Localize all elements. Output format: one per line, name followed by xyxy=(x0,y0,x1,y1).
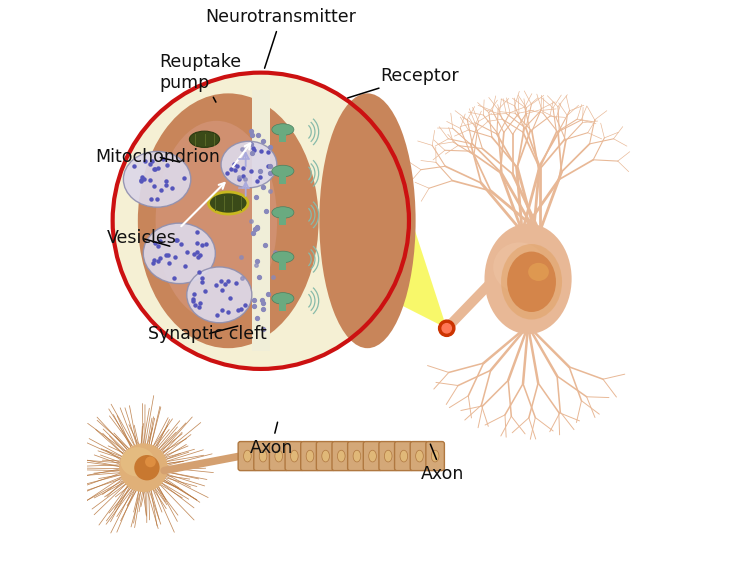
Bar xyxy=(280,213,287,225)
FancyBboxPatch shape xyxy=(269,442,288,471)
Text: Neurotransmitter: Neurotransmitter xyxy=(206,8,357,68)
Ellipse shape xyxy=(138,94,319,348)
Circle shape xyxy=(112,73,409,369)
Text: Receptor: Receptor xyxy=(348,67,458,98)
Ellipse shape xyxy=(155,121,277,321)
Ellipse shape xyxy=(187,267,252,323)
Ellipse shape xyxy=(272,293,294,304)
Ellipse shape xyxy=(272,251,294,263)
Ellipse shape xyxy=(290,450,298,462)
Bar xyxy=(280,299,287,311)
FancyBboxPatch shape xyxy=(363,442,382,471)
Ellipse shape xyxy=(353,450,360,462)
Circle shape xyxy=(442,324,452,333)
Circle shape xyxy=(439,320,455,336)
Ellipse shape xyxy=(528,263,549,281)
FancyBboxPatch shape xyxy=(348,442,366,471)
Text: Axon: Axon xyxy=(421,444,464,483)
FancyBboxPatch shape xyxy=(379,442,397,471)
Ellipse shape xyxy=(121,447,155,476)
Ellipse shape xyxy=(431,450,439,462)
Ellipse shape xyxy=(189,131,219,148)
FancyBboxPatch shape xyxy=(394,442,413,471)
Text: Mitochondrion: Mitochondrion xyxy=(95,148,220,166)
Ellipse shape xyxy=(272,124,294,135)
Polygon shape xyxy=(387,144,446,328)
Ellipse shape xyxy=(369,450,376,462)
Ellipse shape xyxy=(400,450,408,462)
Ellipse shape xyxy=(485,224,572,334)
Bar xyxy=(280,130,287,142)
Ellipse shape xyxy=(493,242,545,292)
Circle shape xyxy=(145,457,156,467)
FancyBboxPatch shape xyxy=(238,442,256,471)
FancyBboxPatch shape xyxy=(254,442,272,471)
Ellipse shape xyxy=(244,450,251,462)
Ellipse shape xyxy=(385,450,392,462)
FancyBboxPatch shape xyxy=(332,442,351,471)
Ellipse shape xyxy=(306,450,314,462)
FancyBboxPatch shape xyxy=(410,442,429,471)
Bar xyxy=(252,91,270,351)
Ellipse shape xyxy=(272,165,294,177)
Text: Vesicles: Vesicles xyxy=(107,229,176,247)
Ellipse shape xyxy=(124,152,191,207)
FancyBboxPatch shape xyxy=(301,442,319,471)
Bar xyxy=(280,257,287,270)
FancyBboxPatch shape xyxy=(285,442,304,471)
Ellipse shape xyxy=(272,207,294,218)
Ellipse shape xyxy=(507,252,556,312)
Text: Synaptic cleft: Synaptic cleft xyxy=(148,325,266,343)
Text: Reuptake
pump: Reuptake pump xyxy=(159,53,241,102)
Circle shape xyxy=(119,443,168,492)
Ellipse shape xyxy=(501,244,562,320)
Ellipse shape xyxy=(415,450,423,462)
Ellipse shape xyxy=(208,192,248,214)
FancyBboxPatch shape xyxy=(426,442,444,471)
Text: Axon: Axon xyxy=(250,422,293,457)
Ellipse shape xyxy=(320,94,415,348)
Ellipse shape xyxy=(259,450,267,462)
Ellipse shape xyxy=(143,223,216,284)
FancyBboxPatch shape xyxy=(317,442,335,471)
Bar xyxy=(280,171,287,184)
Ellipse shape xyxy=(338,450,345,462)
Ellipse shape xyxy=(322,450,329,462)
Circle shape xyxy=(134,455,160,480)
Ellipse shape xyxy=(275,450,283,462)
Ellipse shape xyxy=(221,141,277,188)
